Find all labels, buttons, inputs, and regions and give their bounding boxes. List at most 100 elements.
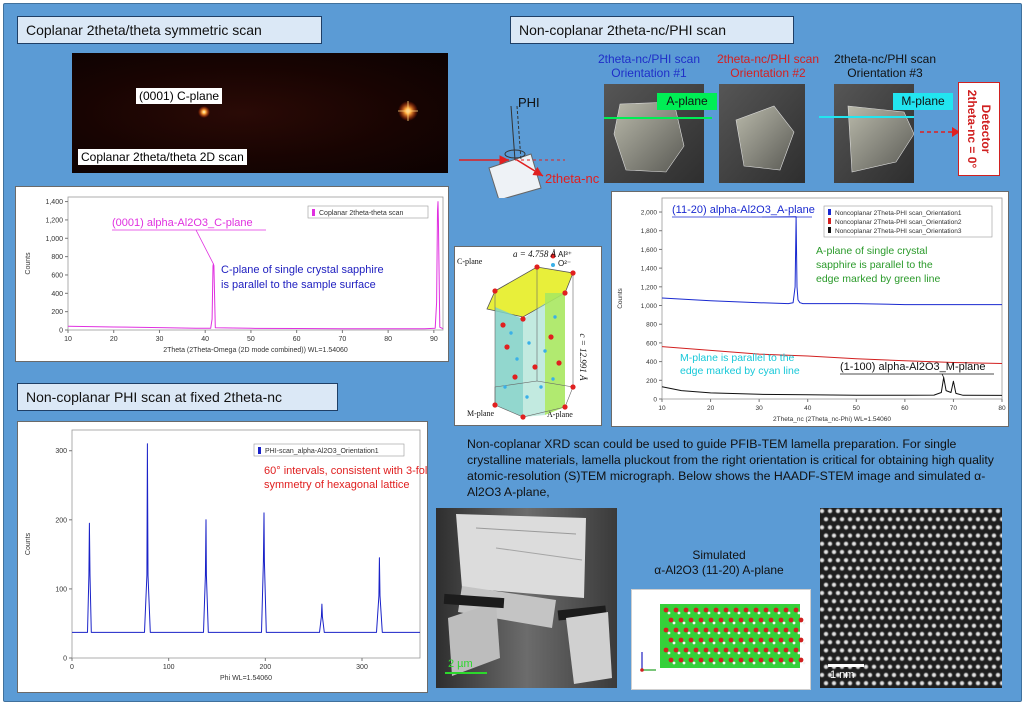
stem-atom-column xyxy=(886,663,894,671)
a-plane-note: A-plane of single crystal sapphire is par… xyxy=(816,245,940,285)
note-line-2: symmetry of hexagonal lattice xyxy=(264,479,410,491)
stem-atom-column xyxy=(958,565,966,572)
stem-atom-column xyxy=(942,532,950,539)
sim-o-atom xyxy=(727,631,731,635)
stem-atom-column xyxy=(994,556,1002,564)
stem-atom-column xyxy=(974,630,982,638)
stem-atom-column xyxy=(906,638,914,646)
stem-atom-column xyxy=(990,581,998,589)
sim-al-atom xyxy=(713,647,719,653)
stem-atom-column xyxy=(886,647,894,654)
stem-atom-column xyxy=(898,540,906,548)
sim-o-atom xyxy=(802,661,806,665)
detector-spots xyxy=(198,101,418,121)
stem-atom-column xyxy=(966,532,974,539)
stem-atom-column xyxy=(994,573,1002,580)
stem-atom-column xyxy=(834,540,842,548)
stem-atom-column xyxy=(886,565,894,572)
stem-atom-column xyxy=(826,540,834,548)
sim-o-atom xyxy=(672,661,676,665)
phi-scan-chart: 0 100 200 300 0 100 200 300 Phi WL=1.54060 Counts… xyxy=(25,429,433,682)
stem-atom-column xyxy=(874,655,882,662)
x-tick-label: 70 xyxy=(338,336,346,343)
orientation-2-title: 2theta-nc/PHI scan Orientation #2 xyxy=(713,52,823,80)
stem-atom-column xyxy=(982,663,990,671)
stem-atom-column xyxy=(994,508,1002,515)
stem-atom-column xyxy=(858,606,866,613)
sim-o-atom xyxy=(702,641,706,645)
stem-atom-column xyxy=(862,565,870,572)
sim-al-atom xyxy=(673,627,679,633)
sim-al-atom xyxy=(748,657,754,663)
legend-label: PHI-scan_alpha-Al2O3_Orientation1 xyxy=(265,448,379,455)
stem-atom-column xyxy=(846,515,854,523)
stem-atom-column xyxy=(930,508,938,515)
stem-atom-column xyxy=(838,647,846,654)
stem-atom-column xyxy=(822,663,830,671)
stem-atom-column xyxy=(894,647,902,654)
stem-atom-column xyxy=(950,679,958,687)
stem-atom-column xyxy=(874,573,882,580)
stem-atom-column xyxy=(930,655,938,662)
stem-atom-column xyxy=(938,671,946,679)
stem-atom-column xyxy=(838,565,846,572)
sim-al-atom xyxy=(703,627,709,633)
stem-atom-column xyxy=(978,540,986,548)
stem-atom-column xyxy=(842,524,850,531)
stem-atom-column xyxy=(962,622,970,630)
stem-atom-column xyxy=(820,606,826,613)
stem-atom-column xyxy=(978,655,986,662)
stem-atom-column xyxy=(962,671,970,679)
sim-o-atom xyxy=(767,631,771,635)
stem-atom-column xyxy=(998,532,1002,539)
stem-atom-column xyxy=(902,548,910,556)
stem-atom-column xyxy=(846,581,854,589)
sim-o-atom xyxy=(797,631,801,635)
sim-o-atom xyxy=(737,611,741,615)
stem-atom-column xyxy=(954,556,962,564)
stem-atom-column xyxy=(954,524,962,531)
stem-atom-column xyxy=(914,606,922,613)
stem-atom-column xyxy=(998,679,1002,687)
stem-atom-column xyxy=(954,589,962,597)
sim-al-atom xyxy=(768,637,774,643)
x-tick-label: 30 xyxy=(756,405,764,412)
sim-al-atom xyxy=(703,607,709,613)
stem-atom-column xyxy=(846,614,854,621)
sim-al-atom xyxy=(698,617,704,623)
stem-atom-column xyxy=(858,508,866,515)
stem-atom-column xyxy=(922,540,930,548)
stem-atom-column xyxy=(938,540,946,548)
stem-atom-column xyxy=(866,556,874,564)
x-tick-label: 60 xyxy=(293,336,301,343)
sim-al-atom xyxy=(793,647,799,653)
legend-swatch-1 xyxy=(828,209,831,215)
stem-atom-column xyxy=(822,581,830,589)
stem-atom-column xyxy=(830,614,838,621)
detector-note: Detector 2theta-nc = 0° xyxy=(965,90,993,169)
sim-al-atom xyxy=(668,637,674,643)
sim-al-atom xyxy=(733,607,739,613)
stem-atom-column xyxy=(922,524,930,531)
stem-atom-column xyxy=(906,540,914,548)
sim-o-atom xyxy=(722,641,726,645)
stem-atom-column xyxy=(990,663,998,671)
stem-atom-column xyxy=(870,663,878,671)
stem-atom-column xyxy=(898,655,906,662)
stem-atom-column xyxy=(986,671,994,679)
stem-atom-column xyxy=(914,671,922,679)
stem-atom-column xyxy=(902,614,910,621)
stem-atom-column xyxy=(862,532,870,539)
stem-atom-column xyxy=(894,630,902,638)
stem-atom-column xyxy=(862,679,870,687)
stem-atom-column xyxy=(982,597,990,605)
stem-atom-column xyxy=(906,622,914,630)
stem-atom-column xyxy=(902,663,910,671)
stem-atom-column xyxy=(970,622,978,630)
stem-atom-column xyxy=(890,508,898,515)
sample-photos xyxy=(604,84,914,183)
two-theta-nc-label: 2theta-nc xyxy=(545,171,600,186)
sim-al-atom xyxy=(718,637,724,643)
stem-atom-column xyxy=(830,515,838,523)
stem-atom-column xyxy=(874,606,882,613)
